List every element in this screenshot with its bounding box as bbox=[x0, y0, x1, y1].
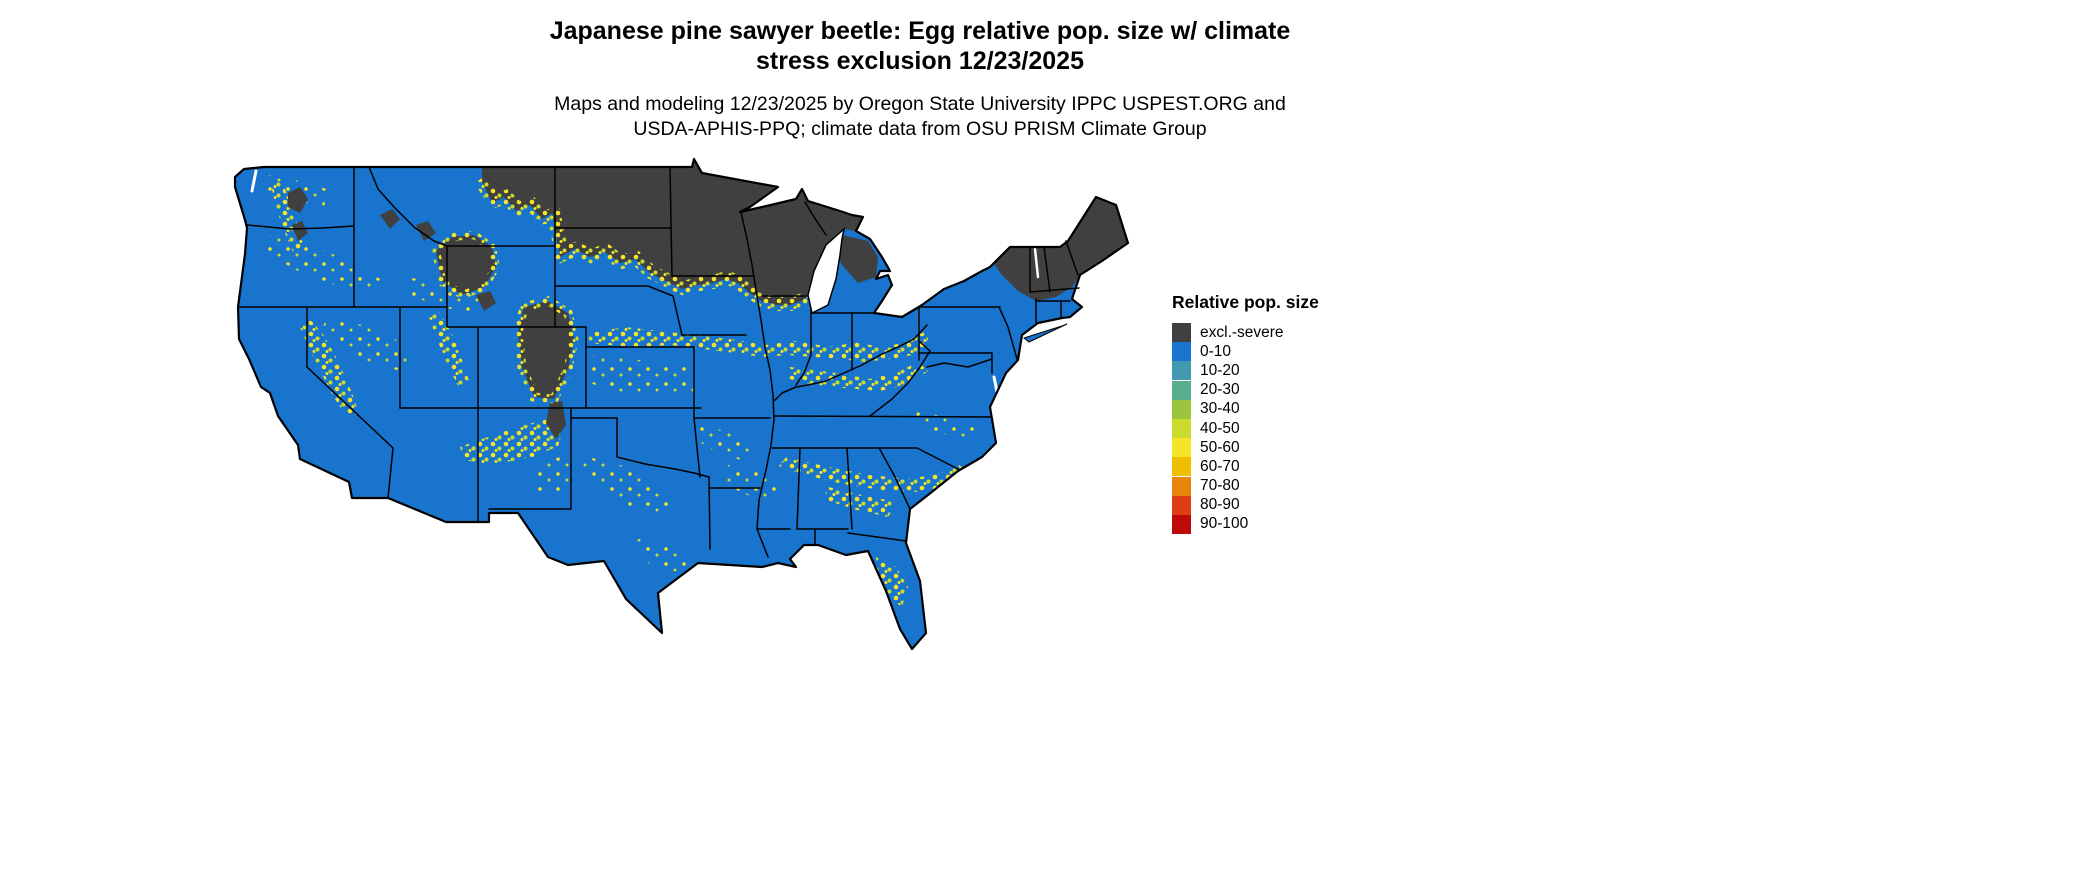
florida-keys-speckles bbox=[876, 653, 896, 658]
exclusion-fringe-speckles bbox=[431, 178, 810, 404]
long-island bbox=[1022, 323, 1068, 343]
legend-label: 70-80 bbox=[1200, 477, 1240, 495]
legend-label: 0-10 bbox=[1200, 342, 1232, 360]
legend-label: 90-100 bbox=[1200, 515, 1249, 533]
legend-swatch bbox=[1172, 438, 1191, 458]
legend-item-50-60: 50-60 bbox=[1172, 438, 1372, 458]
legend-item-80-90: 80-90 bbox=[1172, 495, 1372, 515]
legend-swatch bbox=[1172, 419, 1191, 439]
legend-item-90-100: 90-100 bbox=[1172, 514, 1372, 534]
legend-label: 50-60 bbox=[1200, 438, 1240, 456]
lake-michigan bbox=[807, 226, 846, 315]
map-title-line2: stress exclusion 12/23/2025 bbox=[755, 47, 1084, 75]
legend-item-0-10: 0-10 bbox=[1172, 342, 1372, 362]
legend-item-20-30: 20-30 bbox=[1172, 380, 1372, 400]
chesapeake-bay bbox=[992, 375, 1002, 441]
header: Japanese pine sawyer beetle: Egg relativ… bbox=[0, 16, 1840, 142]
us-map-figure bbox=[230, 155, 1130, 665]
legend-swatch bbox=[1172, 323, 1191, 343]
state-borders bbox=[237, 166, 1080, 558]
map-title-line1: Japanese pine sawyer beetle: Egg relativ… bbox=[549, 17, 1291, 45]
legend-swatch bbox=[1172, 361, 1191, 381]
legend-label: 40-50 bbox=[1200, 419, 1240, 437]
legend-swatch bbox=[1172, 495, 1191, 515]
legend-swatch bbox=[1172, 457, 1191, 477]
map-subtitle: Maps and modeling 12/23/2025 by Oregon S… bbox=[0, 92, 1840, 142]
legend-label: 10-20 bbox=[1200, 361, 1240, 379]
legend-swatch bbox=[1172, 342, 1191, 362]
legend-label: 20-30 bbox=[1200, 381, 1240, 399]
legend-item-40-50: 40-50 bbox=[1172, 419, 1372, 439]
excluded-regions bbox=[288, 159, 1128, 439]
legend-swatch bbox=[1172, 514, 1191, 534]
legend-swatch bbox=[1172, 380, 1191, 400]
legend-label: excl.-severe bbox=[1200, 323, 1284, 341]
legend-item-30-40: 30-40 bbox=[1172, 399, 1372, 419]
legend-swatch bbox=[1172, 399, 1191, 419]
legend-swatch bbox=[1172, 476, 1191, 496]
legend-title: Relative pop. size bbox=[1172, 292, 1319, 312]
legend-item-70-80: 70-80 bbox=[1172, 476, 1372, 496]
legend-label: 60-70 bbox=[1200, 457, 1240, 475]
lake-champlain bbox=[1033, 247, 1040, 279]
map-subtitle-line2: USDA-APHIS-PPQ; climate data from OSU PR… bbox=[633, 118, 1207, 140]
legend-item-10-20: 10-20 bbox=[1172, 361, 1372, 381]
map-subtitle-line1: Maps and modeling 12/23/2025 by Oregon S… bbox=[554, 93, 1286, 115]
puget-sound bbox=[250, 169, 258, 193]
legend-label: 30-40 bbox=[1200, 400, 1240, 418]
legend-item-60-70: 60-70 bbox=[1172, 457, 1372, 477]
legend-item-excl-severe: excl.-severe bbox=[1172, 323, 1372, 343]
legend-label: 80-90 bbox=[1200, 496, 1240, 514]
us-map-svg bbox=[233, 157, 1130, 658]
legend: Relative pop. size excl.-severe 0-10 10-… bbox=[1172, 292, 1372, 534]
